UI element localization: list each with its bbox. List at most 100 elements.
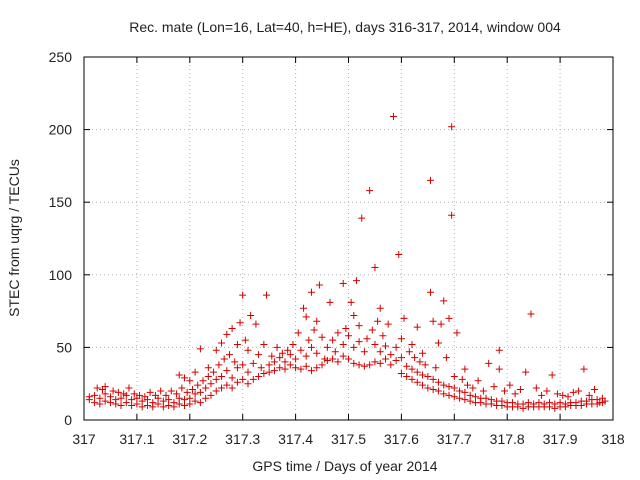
data-point bbox=[408, 365, 416, 373]
data-point bbox=[487, 396, 495, 404]
y-tick-label: 0 bbox=[64, 412, 72, 428]
data-point bbox=[434, 387, 442, 395]
data-point bbox=[508, 399, 516, 407]
y-tick-label: 250 bbox=[49, 49, 73, 65]
data-point bbox=[159, 397, 167, 405]
data-point bbox=[392, 356, 400, 364]
x-tick-label: 317.6 bbox=[384, 431, 419, 447]
data-point bbox=[273, 343, 281, 351]
data-point bbox=[556, 399, 564, 407]
data-point bbox=[535, 399, 543, 407]
x-tick-label: 317.2 bbox=[172, 431, 207, 447]
data-point bbox=[538, 391, 546, 399]
data-point bbox=[196, 345, 204, 353]
data-point bbox=[530, 400, 538, 408]
data-point bbox=[331, 348, 339, 356]
data-point bbox=[143, 396, 151, 404]
data-point bbox=[456, 394, 464, 402]
data-point bbox=[580, 365, 588, 373]
data-point bbox=[411, 354, 419, 362]
data-point bbox=[474, 377, 482, 385]
x-tick-label: 317.5 bbox=[331, 431, 366, 447]
data-point bbox=[218, 339, 226, 347]
data-point bbox=[249, 375, 257, 383]
x-tick-label: 317.8 bbox=[490, 431, 525, 447]
data-point bbox=[138, 397, 146, 405]
data-point bbox=[186, 394, 194, 402]
data-point bbox=[265, 368, 273, 376]
data-point bbox=[244, 368, 252, 376]
data-point bbox=[286, 351, 294, 359]
data-point bbox=[516, 386, 524, 394]
data-point bbox=[117, 394, 125, 402]
data-point bbox=[464, 381, 472, 389]
data-point bbox=[249, 359, 257, 367]
data-point bbox=[501, 387, 509, 395]
data-point bbox=[495, 365, 503, 373]
data-point bbox=[519, 400, 527, 408]
data-point bbox=[136, 391, 144, 399]
data-point bbox=[281, 365, 289, 373]
data-point bbox=[305, 336, 313, 344]
data-point bbox=[91, 399, 99, 407]
data-point bbox=[445, 314, 453, 322]
data-point bbox=[419, 349, 427, 357]
data-point bbox=[210, 368, 218, 376]
data-point bbox=[154, 394, 162, 402]
data-point bbox=[421, 361, 429, 369]
data-point bbox=[218, 372, 226, 380]
data-point bbox=[130, 390, 138, 398]
data-point bbox=[543, 387, 551, 395]
data-point bbox=[548, 371, 556, 379]
data-point bbox=[196, 388, 204, 396]
data-point bbox=[191, 390, 199, 398]
data-point bbox=[223, 330, 231, 338]
data-point bbox=[289, 340, 297, 348]
data-point bbox=[389, 113, 397, 121]
data-point bbox=[371, 264, 379, 272]
data-point bbox=[585, 391, 593, 399]
data-point bbox=[101, 383, 109, 391]
data-point bbox=[223, 381, 231, 389]
data-point bbox=[323, 343, 331, 351]
data-point bbox=[397, 354, 405, 362]
data-point bbox=[215, 361, 223, 369]
data-point bbox=[450, 393, 458, 401]
data-point bbox=[559, 391, 567, 399]
data-point bbox=[170, 399, 178, 407]
data-point bbox=[212, 375, 220, 383]
data-point bbox=[231, 358, 239, 366]
x-axis-ticks: 317 317.1 317.2 317.3 317.4 317.5 317.6 317.7 31… bbox=[72, 57, 625, 447]
data-point bbox=[255, 372, 263, 380]
data-point bbox=[233, 364, 241, 372]
data-point bbox=[350, 311, 358, 319]
data-point bbox=[91, 391, 99, 399]
data-point bbox=[360, 362, 368, 370]
data-point bbox=[117, 401, 125, 409]
data-point bbox=[302, 362, 310, 370]
data-point bbox=[551, 400, 559, 408]
y-axis-label: STEC from uqrg / TECUs bbox=[6, 159, 22, 317]
y-tick-label: 100 bbox=[49, 267, 73, 283]
data-point bbox=[419, 381, 427, 389]
data-point bbox=[479, 387, 487, 395]
data-point bbox=[178, 384, 186, 392]
data-point bbox=[286, 361, 294, 369]
data-point bbox=[85, 393, 93, 401]
data-point bbox=[440, 390, 448, 398]
data-point bbox=[276, 354, 284, 362]
data-point bbox=[400, 314, 408, 322]
data-point bbox=[527, 310, 535, 318]
data-point bbox=[149, 399, 157, 407]
data-point bbox=[114, 388, 122, 396]
data-point bbox=[405, 348, 413, 356]
data-point bbox=[339, 340, 347, 348]
data-point bbox=[212, 387, 220, 395]
data-point bbox=[384, 320, 392, 328]
data-point bbox=[233, 340, 241, 348]
data-point bbox=[233, 378, 241, 386]
data-point bbox=[382, 342, 390, 350]
data-point bbox=[204, 364, 212, 372]
data-point bbox=[334, 329, 342, 337]
data-point bbox=[181, 396, 189, 404]
